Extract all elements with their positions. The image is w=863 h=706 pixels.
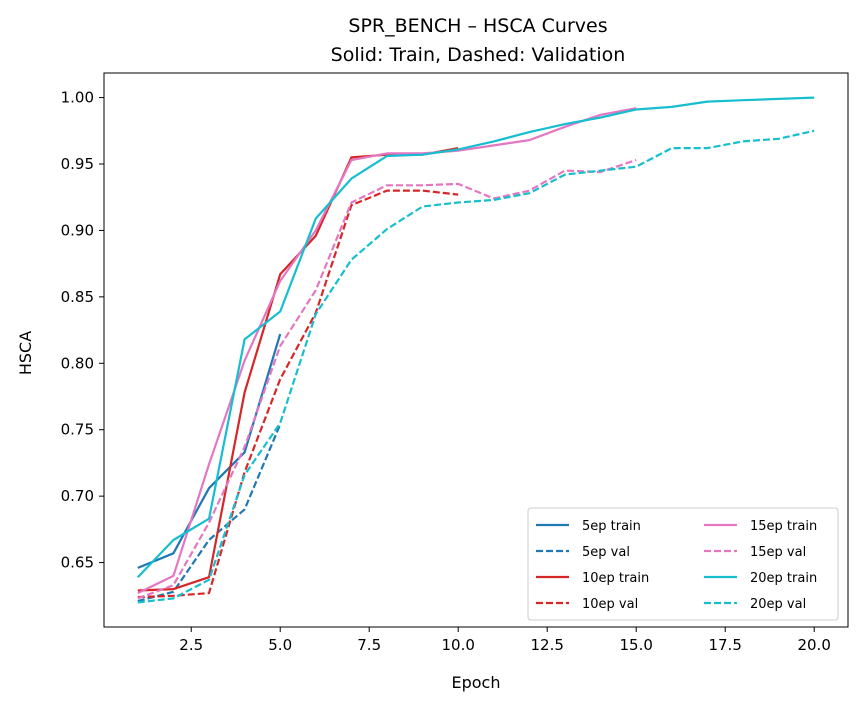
y-axis-ticks: 0.65 0.70 0.75 0.80 0.85 0.90 0.95 1.00 [61, 89, 104, 572]
series-line-5 [137, 158, 637, 600]
series-line-1 [137, 423, 282, 603]
x-tick-label: 20.0 [797, 636, 830, 654]
plot-lines [137, 96, 815, 604]
chart-subtitle: Solid: Train, Dashed: Validation [331, 44, 626, 66]
legend-label-1: 5ep val [582, 545, 630, 560]
x-axis-ticks: 2.5 5.0 7.5 10.0 12.5 15.0 17.5 20.0 [179, 627, 831, 654]
legend-label-2: 10ep train [582, 571, 649, 586]
series-line-7 [137, 129, 815, 604]
legend-label-5: 15ep val [750, 545, 806, 560]
x-tick-label: 7.5 [357, 636, 381, 654]
series-line-4 [137, 107, 637, 595]
series-line-6 [137, 96, 815, 578]
y-axis-label: HSCA [16, 331, 35, 375]
plot-frame [103, 72, 849, 628]
legend-label-6: 20ep train [750, 571, 817, 586]
legend-label-0: 5ep train [582, 519, 641, 534]
legend-label-7: 20ep val [750, 597, 806, 612]
y-tick-label: 0.75 [61, 421, 94, 439]
series-line-0 [137, 333, 282, 569]
legend-box [527, 507, 839, 621]
x-tick-label: 2.5 [179, 636, 203, 654]
x-tick-label: 17.5 [708, 636, 741, 654]
y-tick-label: 0.70 [61, 487, 94, 505]
x-tick-label: 15.0 [619, 636, 652, 654]
y-tick-label: 0.90 [61, 221, 94, 239]
y-tick-label: 1.00 [61, 89, 94, 107]
y-tick-label: 0.85 [61, 288, 94, 306]
legend-label-4: 15ep train [750, 519, 817, 534]
x-tick-label: 5.0 [268, 636, 292, 654]
chart-title: SPR_BENCH – HSCA Curves [348, 15, 607, 37]
x-tick-label: 12.5 [530, 636, 563, 654]
legend-label-3: 10ep val [582, 597, 638, 612]
y-tick-label: 0.95 [61, 155, 94, 173]
y-tick-label: 0.65 [61, 554, 94, 572]
y-tick-label: 0.80 [61, 354, 94, 372]
x-tick-label: 10.0 [441, 636, 474, 654]
x-axis-label: Epoch [452, 673, 501, 692]
legend: 5ep train 5ep val 10ep train 10ep val 15ep t… [527, 507, 839, 621]
series-line-3 [137, 189, 459, 599]
